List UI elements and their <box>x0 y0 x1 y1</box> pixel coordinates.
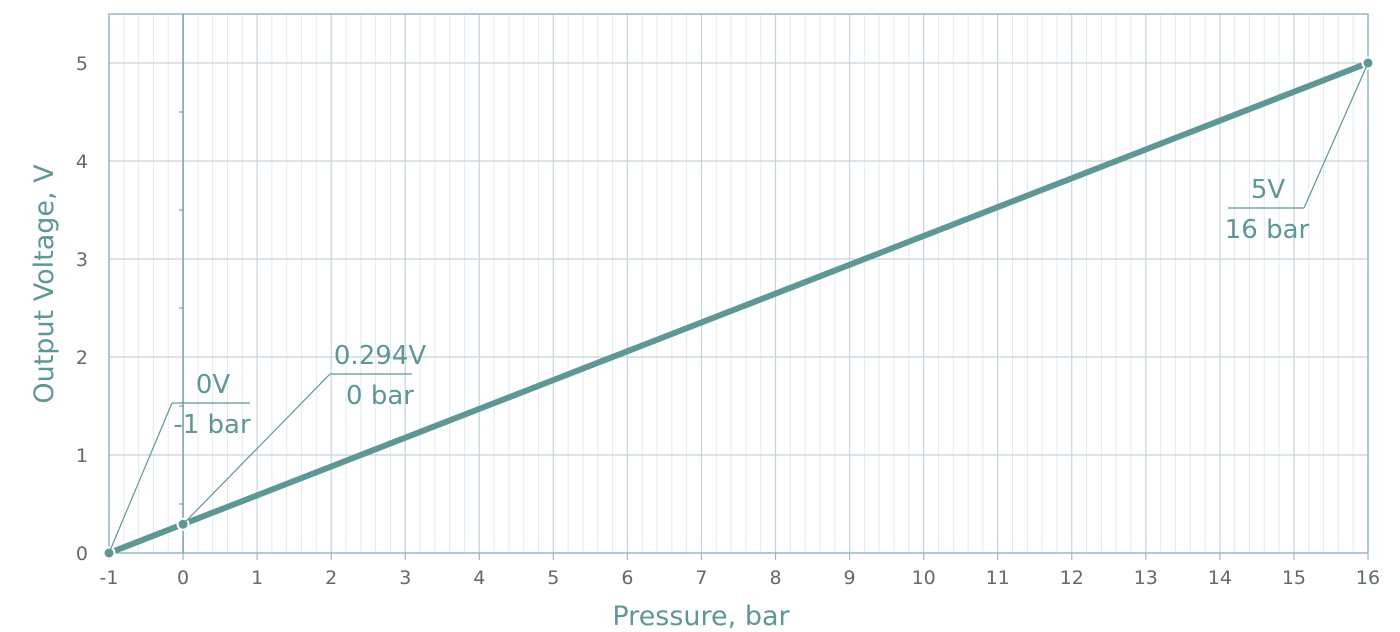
x-tick-label: 3 <box>399 567 411 589</box>
plot-border <box>108 13 1369 554</box>
x-tick-label: 1 <box>251 567 263 589</box>
x-tick-label: 14 <box>1208 567 1232 589</box>
annotation-pressure-label: -1 bar <box>173 410 251 440</box>
annotation-leader-line <box>108 402 173 554</box>
x-tick-label: 4 <box>473 567 485 589</box>
series-line <box>106 60 1371 556</box>
y-tick-label: 4 <box>76 151 88 173</box>
x-tick-label: 15 <box>1282 567 1306 589</box>
major-grid <box>108 14 1369 553</box>
plot-frame <box>108 13 1369 560</box>
x-tick-label: 2 <box>325 567 337 589</box>
x-axis-title: Pressure, bar <box>612 601 790 632</box>
y-tick-label: 5 <box>76 53 88 75</box>
y-tick-label: 1 <box>76 445 88 467</box>
y-axis-title: Output Voltage, V <box>29 164 60 404</box>
annotation-pressure-label: 16 bar <box>1225 215 1310 245</box>
x-tick-label: 0 <box>177 567 189 589</box>
annotation-voltage-label: 5V <box>1251 175 1286 205</box>
annotation-voltage-label: 0V <box>196 370 231 400</box>
x-tick-label: 5 <box>547 567 559 589</box>
y-tick-label: 3 <box>76 249 88 271</box>
annotation-leader-line <box>1303 62 1369 209</box>
y-tick-label: 2 <box>76 347 88 369</box>
annotation-voltage-label: 0.294V <box>334 341 426 371</box>
minor-grid <box>123 14 1354 553</box>
x-tick-label: 8 <box>769 567 781 589</box>
annotation-pressure-label: 0 bar <box>346 381 414 411</box>
x-tick-label: 9 <box>844 567 856 589</box>
x-tick-label: 12 <box>1060 567 1084 589</box>
annotation-leader-line <box>182 373 331 525</box>
x-tick-label: -1 <box>100 567 119 589</box>
y-tick-label: 0 <box>76 543 88 565</box>
x-tick-label: 10 <box>912 567 936 589</box>
x-tick-label: 16 <box>1356 567 1380 589</box>
x-tick-label: 11 <box>986 567 1010 589</box>
x-tick-label: 13 <box>1134 567 1158 589</box>
annotations: 0V -1 bar 0.294V 0 bar 5V 16 bar <box>108 62 1369 554</box>
x-tick-label: 6 <box>621 567 633 589</box>
data-series <box>102 56 1375 560</box>
x-tick-label: 7 <box>695 567 707 589</box>
